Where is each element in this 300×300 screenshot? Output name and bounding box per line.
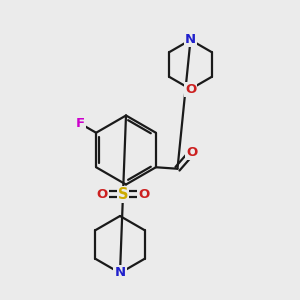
Text: N: N <box>185 33 196 46</box>
Text: O: O <box>96 188 108 201</box>
Text: O: O <box>138 188 150 201</box>
Text: N: N <box>114 266 126 280</box>
Text: F: F <box>76 117 85 130</box>
Text: O: O <box>185 82 196 96</box>
Text: S: S <box>118 187 128 202</box>
Text: O: O <box>186 146 197 159</box>
